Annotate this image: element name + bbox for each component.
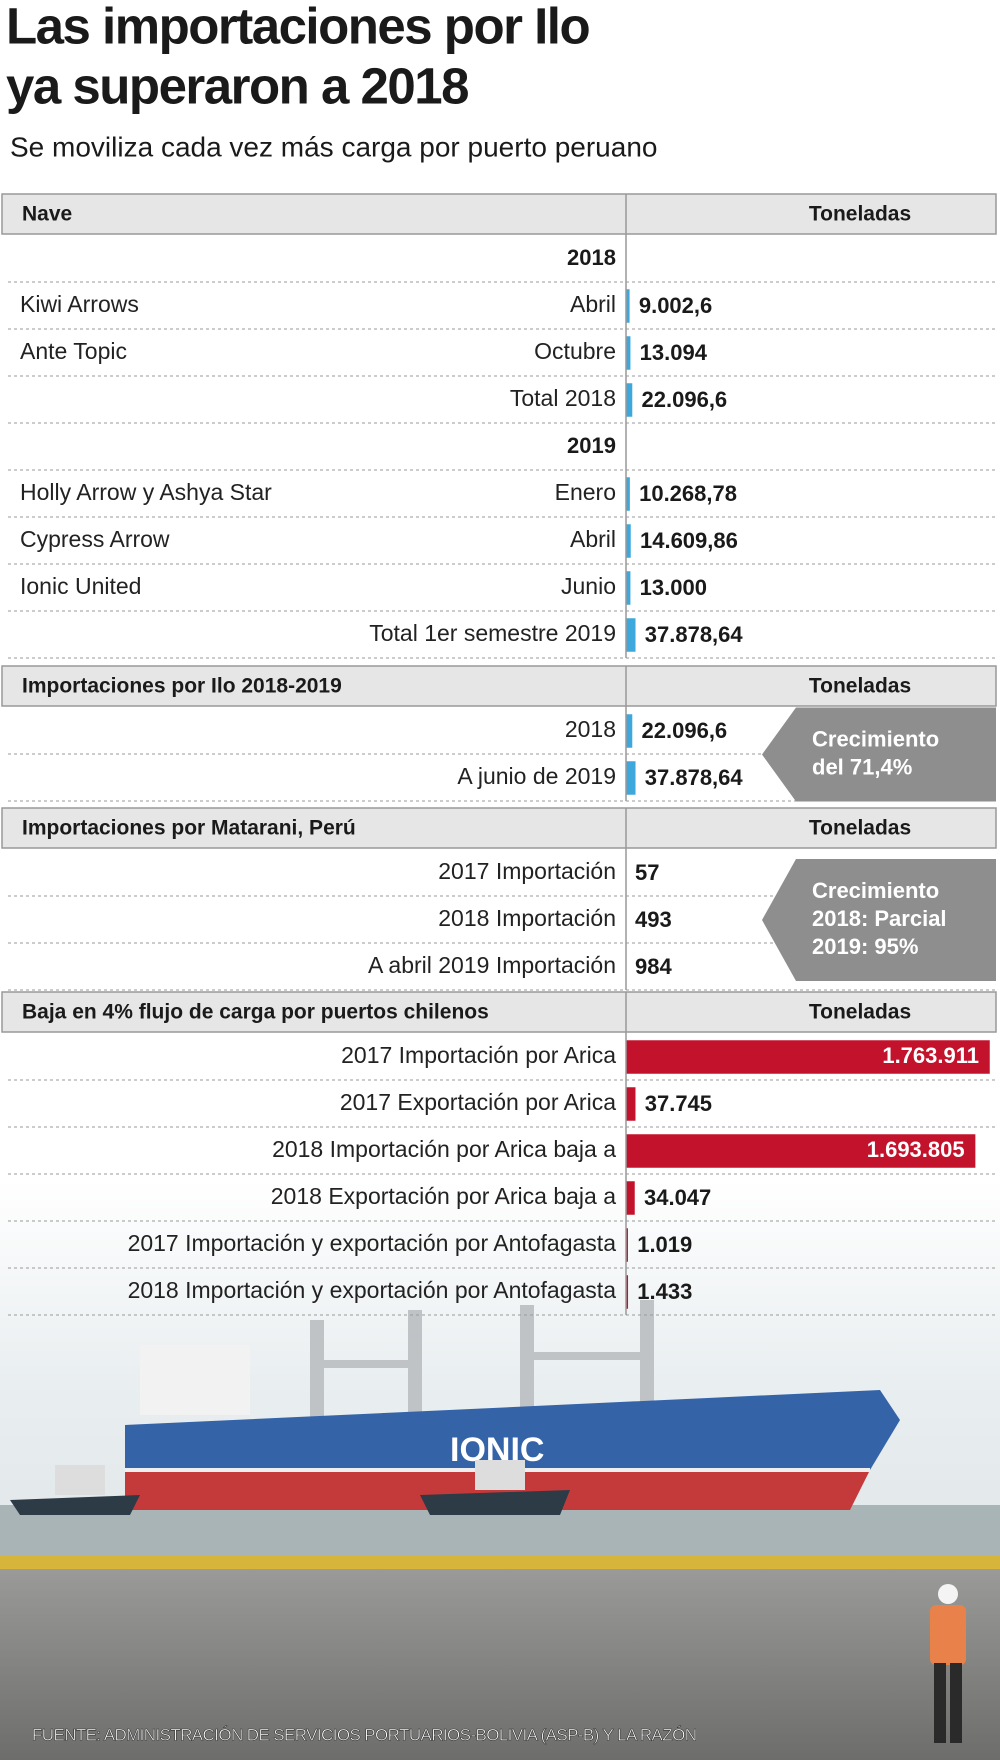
- bar: [626, 714, 633, 748]
- row-label: A junio de 2019: [457, 763, 616, 789]
- bar: [626, 1040, 990, 1074]
- section-header: [1, 193, 997, 235]
- callout: [762, 707, 996, 802]
- row-label: Junio: [561, 573, 616, 599]
- title: Las importaciones por Ilo: [6, 0, 589, 54]
- subtitle: Se moviliza cada vez más carga por puert…: [10, 131, 657, 162]
- value-label: 1.019: [637, 1232, 692, 1257]
- callout-text: Crecimiento: [812, 878, 939, 903]
- bar: [626, 477, 630, 511]
- value-label: 10.268,78: [639, 481, 737, 506]
- row-label: Total 1er semestre 2019: [369, 620, 616, 646]
- year-label: 2018: [567, 245, 616, 270]
- callout-text: Crecimiento: [812, 726, 939, 751]
- value-label: 1.693.805: [867, 1137, 965, 1162]
- row-label: 2017 Importación y exportación por Antof…: [128, 1230, 617, 1256]
- header-label: Nave: [22, 203, 72, 226]
- row-name: Kiwi Arrows: [20, 291, 139, 317]
- value-label: 13.094: [640, 340, 708, 365]
- callout-text: del 71,4%: [812, 754, 912, 779]
- year-label: 2019: [567, 433, 616, 458]
- row-label: 2018: [565, 716, 616, 742]
- value-label: 22.096,6: [642, 387, 728, 412]
- title: ya superaron a 2018: [6, 57, 468, 114]
- row-label: Abril: [570, 526, 616, 552]
- header-label: Toneladas: [809, 675, 911, 698]
- section-header: [1, 665, 997, 707]
- value-label: 57: [635, 860, 659, 885]
- row-label: Total 2018: [510, 385, 616, 411]
- bar: [626, 1134, 976, 1168]
- value-label: 37.878,64: [645, 622, 744, 647]
- callout: [762, 859, 996, 981]
- photo: IONIC: [0, 1180, 1000, 1760]
- bar: [626, 383, 633, 417]
- row-label: Octubre: [534, 338, 616, 364]
- bar: [626, 336, 631, 370]
- row-label: 2018 Exportación por Arica baja a: [271, 1183, 616, 1209]
- value-label: 37.878,64: [645, 765, 744, 790]
- tugboats: [10, 1460, 570, 1515]
- value-label: 13.000: [640, 575, 707, 600]
- table: Nave Toneladas 2018 Kiwi Arrows Abril 9.002,6…: [1, 193, 997, 1316]
- header-label: Importaciones por Ilo 2018-2019: [22, 675, 342, 698]
- bar: [626, 1181, 635, 1215]
- value-label: 1.763.911: [882, 1043, 979, 1068]
- header-label: Baja en 4% flujo de carga por puertos ch…: [22, 1001, 489, 1024]
- section-header: [1, 807, 997, 849]
- value-label: 984: [635, 954, 672, 979]
- value-label: 14.609,86: [640, 528, 738, 553]
- row-name: Holly Arrow y Ashya Star: [20, 479, 272, 505]
- value-label: 22.096,6: [642, 718, 728, 743]
- row-label: 2017 Exportación por Arica: [340, 1089, 616, 1115]
- callout-text: 2019: 95%: [812, 934, 918, 959]
- value-label: 9.002,6: [639, 293, 712, 318]
- row-label: Enero: [555, 479, 616, 505]
- header-label: Toneladas: [809, 817, 911, 840]
- bar: [626, 1087, 636, 1121]
- row-label: 2018 Importación por Arica baja a: [272, 1136, 616, 1162]
- row-label: Abril: [570, 291, 616, 317]
- row-label: 2017 Importación por Arica: [341, 1042, 616, 1068]
- header-label: Toneladas: [809, 203, 911, 226]
- ship: IONIC: [125, 1300, 900, 1510]
- worker: [930, 1584, 966, 1743]
- row-name: Cypress Arrow: [20, 526, 170, 552]
- value-label: 1.433: [637, 1279, 692, 1304]
- row-label: 2017 Importación: [438, 858, 616, 884]
- header-label: Importaciones por Matarani, Perú: [22, 817, 356, 840]
- row-label: A abril 2019 Importación: [368, 952, 616, 978]
- section-header: [1, 991, 997, 1033]
- pier: [0, 1569, 1000, 1760]
- value-label: 34.047: [644, 1185, 711, 1210]
- source: FUENTE: ADMINISTRACIÓN DE SERVICIOS PORT…: [32, 1725, 696, 1744]
- bar: [626, 761, 636, 795]
- row-label: 2018 Importación: [438, 905, 616, 931]
- bar: [626, 571, 631, 605]
- header-label: Toneladas: [809, 1001, 911, 1024]
- pier-edge: [0, 1555, 1000, 1569]
- value-label: 37.745: [645, 1091, 712, 1116]
- bar: [626, 618, 636, 652]
- value-label: 493: [635, 907, 672, 932]
- callout-text: 2018: Parcial: [812, 906, 947, 931]
- row-label: 2018 Importación y exportación por Antof…: [128, 1277, 617, 1303]
- bar: [626, 289, 630, 323]
- bar: [626, 524, 631, 558]
- row-name: Ante Topic: [20, 338, 127, 364]
- row-name: Ionic United: [20, 573, 141, 599]
